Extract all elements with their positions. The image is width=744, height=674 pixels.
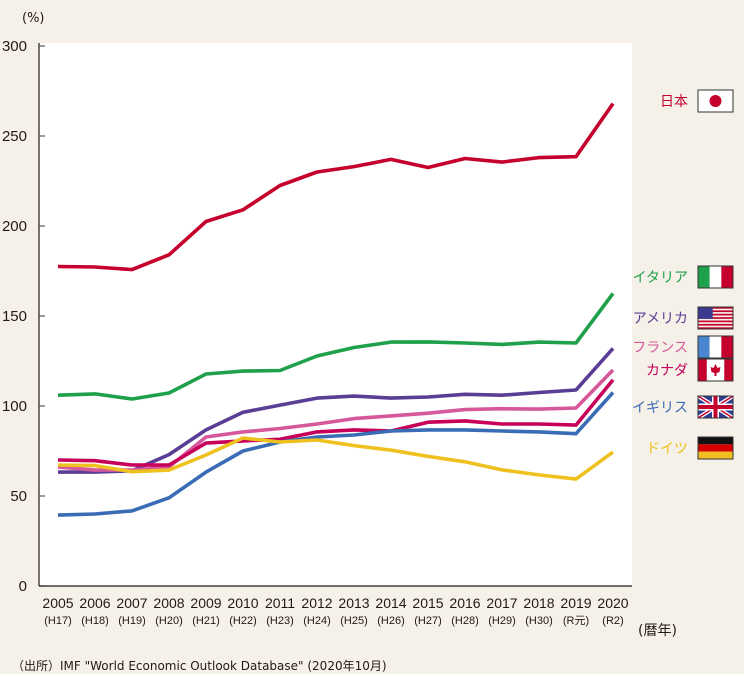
legend-item-germany: ドイツ (646, 437, 733, 459)
legend-item-japan: 日本 (660, 90, 733, 112)
x-tick-label: 2011 (265, 595, 295, 611)
x-tick-label: 2013 (338, 595, 369, 611)
x-tick-sublabel: (H21) (192, 615, 220, 627)
y-tick-label: 100 (2, 398, 27, 415)
x-tick-label: 2015 (412, 595, 443, 611)
legend-item-usa: アメリカ (633, 307, 733, 329)
x-tick-label: 2014 (375, 595, 406, 611)
x-tick-sublabel: (H28) (451, 615, 479, 627)
x-tick-sublabel: (H20) (155, 615, 183, 627)
y-tick-label: 300 (2, 38, 27, 55)
x-tick-sublabel: (H25) (340, 615, 368, 627)
x-tick-sublabel: (H27) (414, 615, 442, 627)
y-tick-label: 200 (2, 218, 27, 235)
x-tick-label: 2019 (560, 595, 591, 611)
legend-label: フランス (632, 340, 688, 356)
x-tick-sublabel: (H23) (266, 615, 294, 627)
y-tick-label: 250 (2, 128, 27, 145)
y-tick-label: 0 (19, 578, 27, 595)
x-axis-unit-label: (暦年) (638, 623, 677, 639)
x-tick-sublabel: (H22) (229, 615, 257, 627)
x-tick-label: 2010 (227, 595, 258, 611)
x-tick-label: 2018 (523, 595, 554, 611)
x-tick-label: 2006 (79, 595, 110, 611)
france-flag-icon (698, 336, 733, 358)
x-tick-label: 2005 (42, 595, 73, 611)
germany-flag-icon (698, 437, 733, 459)
x-tick-sublabel: (H19) (118, 615, 146, 627)
x-tick-label: 2017 (486, 595, 517, 611)
x-tick-label: 2020 (597, 595, 628, 611)
plot-area (39, 43, 632, 586)
x-axis: 2005 (H17) 2006 (H18) 2007 (H19) 2008 (H20) 2009… (39, 586, 632, 627)
italy-flag-icon (698, 266, 733, 288)
x-tick-label: 2012 (301, 595, 332, 611)
legend-label: 日本 (660, 94, 688, 110)
x-tick-label: 2007 (116, 595, 147, 611)
x-tick-sublabel: (H26) (377, 615, 405, 627)
legend-label: アメリカ (633, 311, 688, 327)
legend-item-italy: イタリア (633, 266, 733, 288)
legend-label: イギリス (632, 400, 688, 416)
legend-label: イタリア (633, 270, 688, 286)
legend-label: ドイツ (646, 441, 688, 457)
uk-flag-icon (698, 396, 733, 418)
legend-item-uk: イギリス (632, 396, 733, 418)
x-tick-sublabel: (H18) (81, 615, 109, 627)
y-tick-label: 50 (10, 488, 27, 505)
y-axis-unit-label: (%) (22, 11, 45, 26)
japan-flag-icon (698, 90, 733, 112)
x-tick-sublabel: (H17) (44, 615, 72, 627)
x-tick-label: 2008 (153, 595, 184, 611)
x-tick-sublabel: (H24) (303, 615, 331, 627)
y-axis: 0 50 100 150 200 250 300 (2, 38, 45, 595)
x-tick-label: 2016 (449, 595, 480, 611)
canada-flag-icon (698, 359, 733, 381)
source-note: （出所）IMF "World Economic Outlook Database… (12, 657, 387, 674)
usa-flag-icon (698, 307, 733, 329)
x-tick-sublabel: (R2) (602, 615, 623, 627)
legend-label: カナダ (646, 363, 688, 379)
legend-item-france: フランス (632, 336, 733, 358)
x-tick-sublabel: (R元) (563, 615, 589, 627)
x-tick-label: 2009 (190, 595, 221, 611)
x-tick-sublabel: (H30) (525, 615, 553, 627)
x-tick-sublabel: (H29) (488, 615, 516, 627)
y-tick-label: 150 (2, 308, 27, 325)
legend-item-canada: カナダ (646, 359, 733, 381)
